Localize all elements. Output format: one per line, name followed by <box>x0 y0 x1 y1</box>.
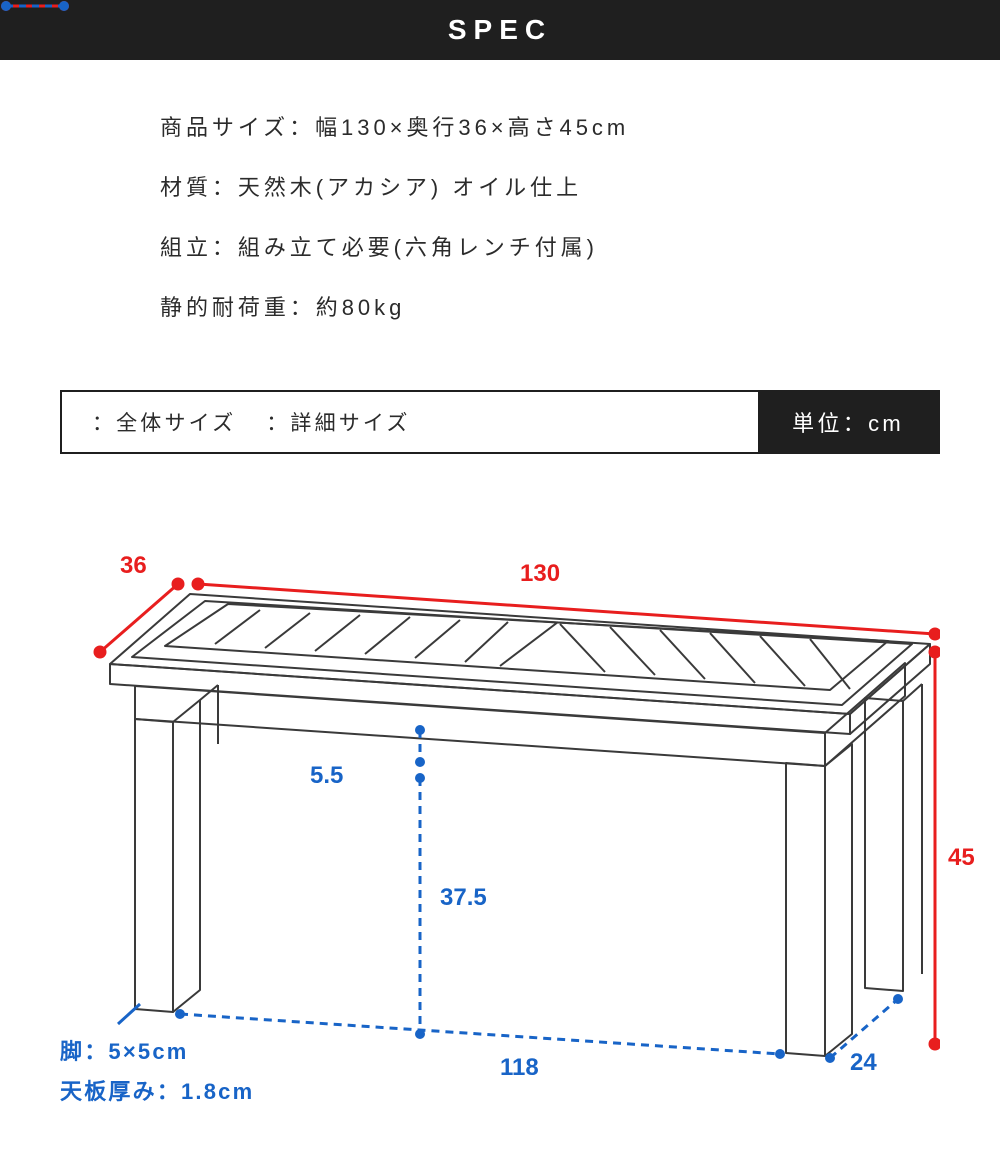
legend-detail-label: ：詳細サイズ <box>266 407 410 437</box>
note-top: 天板厚み：1.8cm <box>60 1074 254 1106</box>
legend-box: ：全体サイズ ：詳細サイズ 単位：cm <box>60 390 940 454</box>
spec-assembly: 組立：組み立て必要(六角レンチ付属) <box>160 230 840 262</box>
spec-load: 静的耐荷重：約80kg <box>160 290 840 322</box>
dim-inner-w: 118 <box>500 1054 539 1082</box>
spec-header: SPEC <box>0 0 1000 60</box>
dim-clearance: 37.5 <box>440 884 487 912</box>
bench-diagram: 36 130 45 5.5 37.5 118 24 脚：5×5cm 天板厚み：1… <box>60 544 940 1104</box>
legend-detail: ：詳細サイズ <box>266 407 410 437</box>
dim-depth: 36 <box>120 552 147 580</box>
dim-height: 45 <box>948 844 975 872</box>
legend-unit-label: 単位：cm <box>792 406 904 438</box>
header-title: SPEC <box>448 14 552 45</box>
legend-overall: ：全体サイズ <box>92 407 236 437</box>
dim-inner-d: 24 <box>850 1049 877 1077</box>
legend-overall-label: ：全体サイズ <box>92 407 236 437</box>
bench-svg <box>60 544 940 1104</box>
note-leg: 脚：5×5cm <box>60 1034 189 1066</box>
dim-width: 130 <box>520 560 560 588</box>
legend-left: ：全体サイズ ：詳細サイズ <box>62 392 758 452</box>
spec-size: 商品サイズ：幅130×奥行36×高さ45cm <box>160 110 840 142</box>
dim-apron: 5.5 <box>310 762 343 790</box>
spec-material: 材質：天然木(アカシア) オイル仕上 <box>160 170 840 202</box>
legend-unit: 単位：cm <box>758 392 938 452</box>
dashed-line-icon <box>0 0 70 12</box>
spec-list: 商品サイズ：幅130×奥行36×高さ45cm 材質：天然木(アカシア) オイル仕… <box>0 60 1000 380</box>
